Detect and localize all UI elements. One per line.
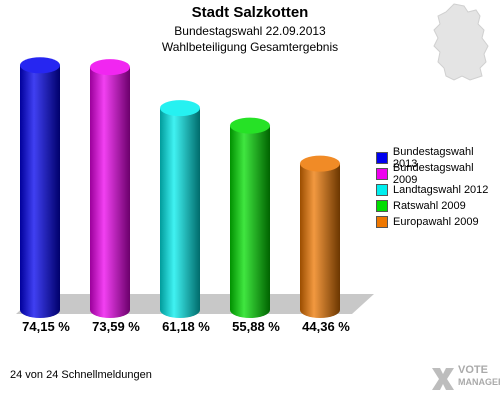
legend-item: Ratswahl 2009 — [376, 198, 500, 214]
legend-swatch — [376, 184, 388, 196]
vote-manager-wordmark: VOTE MANAGER — [458, 364, 500, 387]
bar-body — [90, 67, 130, 318]
bar-top — [90, 59, 130, 76]
legend-item: Bundestagswahl 2013 — [376, 146, 500, 170]
chart-subtitle-2: Wahlbeteiligung Gesamtergebnis — [161, 40, 339, 54]
bar-3 — [160, 100, 200, 318]
bar-top — [160, 100, 200, 117]
vote-manager-x-icon — [432, 368, 454, 390]
germany-map-icon — [433, 3, 489, 81]
legend-label: Ratswahl 2009 — [393, 200, 466, 212]
legend-item: Landtagswahl 2012 — [376, 182, 500, 198]
legend-swatch — [376, 152, 388, 164]
value-label: 55,88 % — [232, 319, 280, 334]
value-label: 74,15 % — [22, 319, 70, 334]
legend-label: Europawahl 2009 — [393, 216, 479, 228]
bar-body — [300, 163, 340, 318]
bar-4 — [230, 117, 270, 318]
vote-manager-logo: VOTE MANAGER — [428, 360, 500, 398]
chart-title: Stadt Salzkotten — [191, 4, 309, 21]
bar-5 — [300, 155, 340, 318]
legend-item: Europawahl 2009 — [376, 214, 500, 230]
value-label: 73,59 % — [92, 319, 140, 334]
bar-1 — [20, 57, 60, 319]
bar-body — [20, 65, 60, 319]
legend-item: Bundestagswahl 2009 — [376, 162, 500, 186]
bar-top — [230, 117, 270, 134]
footer-status: 24 von 24 Schnellmeldungen — [10, 369, 152, 381]
value-label: 44,36 % — [302, 319, 350, 334]
chart-subtitle: Bundestagswahl 22.09.2013 — [174, 24, 326, 38]
legend-swatch — [376, 216, 388, 228]
legend-swatch — [376, 200, 388, 212]
bar-body — [160, 108, 200, 318]
legend-swatch — [376, 168, 388, 180]
value-label: 61,18 % — [162, 319, 210, 334]
legend-label: Landtagswahl 2012 — [393, 184, 489, 196]
legend-label: Bundestagswahl 2013 — [392, 146, 474, 170]
legend-label: Bundestagswahl 2009 — [392, 162, 474, 186]
bar-2 — [90, 59, 130, 318]
chart-legend: Bundestagswahl 2013 Bundestagswahl 2009 … — [376, 146, 500, 230]
bar-top — [20, 57, 60, 74]
bar-top — [300, 155, 340, 172]
bar-body — [230, 125, 270, 318]
